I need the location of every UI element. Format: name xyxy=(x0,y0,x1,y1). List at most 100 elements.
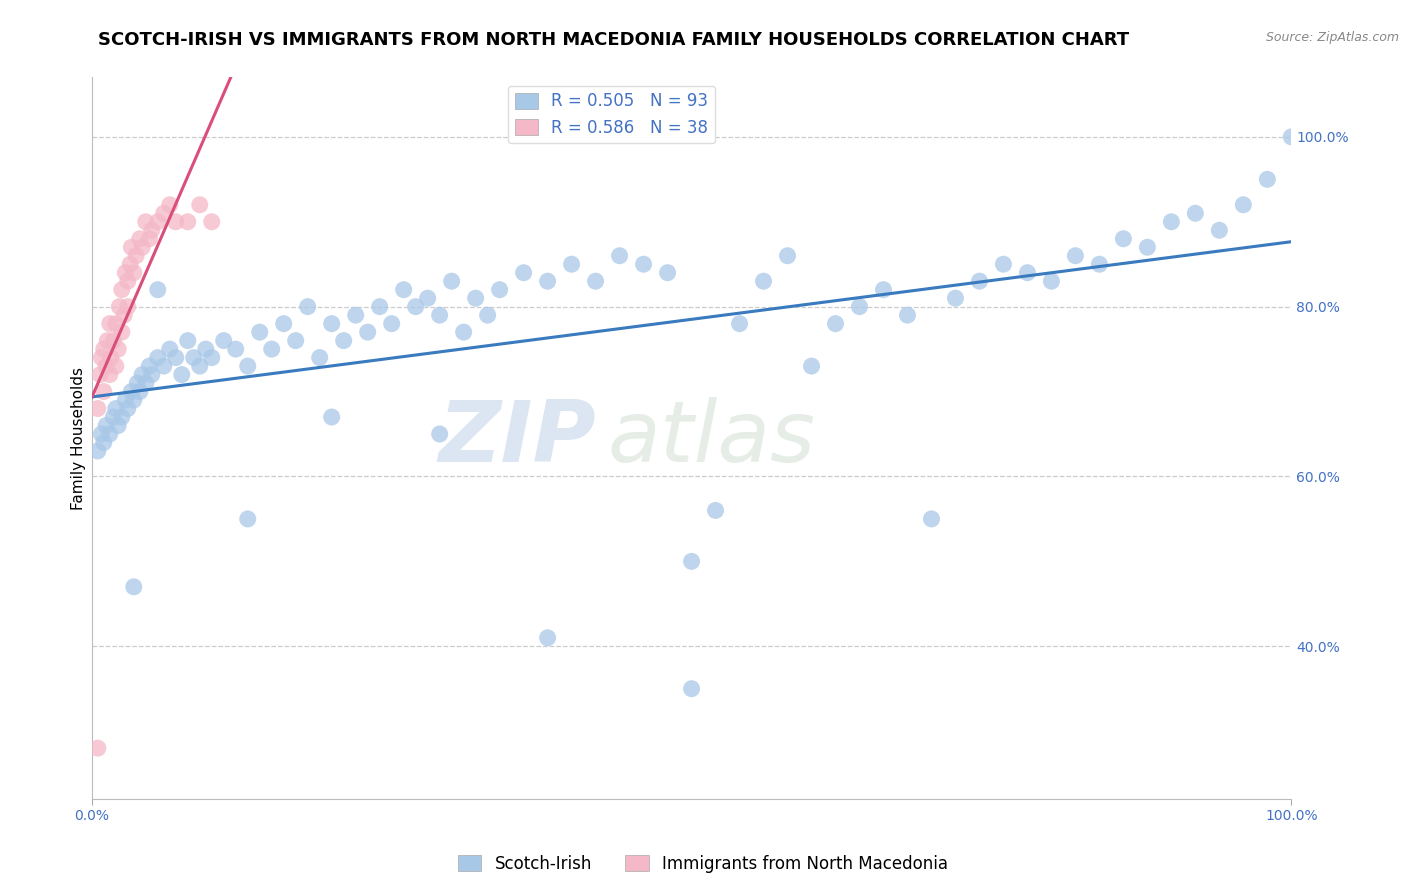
Point xyxy=(1017,266,1039,280)
Point xyxy=(585,274,607,288)
Point xyxy=(1112,232,1135,246)
Point xyxy=(633,257,655,271)
Point xyxy=(1064,249,1087,263)
Point xyxy=(1279,129,1302,144)
Point xyxy=(152,206,174,220)
Point xyxy=(120,240,142,254)
Point xyxy=(98,317,121,331)
Point xyxy=(1136,240,1159,254)
Point xyxy=(141,368,163,382)
Point xyxy=(993,257,1015,271)
Point xyxy=(120,257,142,271)
Point xyxy=(657,266,679,280)
Point xyxy=(536,631,558,645)
Point xyxy=(464,291,486,305)
Point xyxy=(188,198,211,212)
Point xyxy=(146,283,169,297)
Point xyxy=(104,359,127,373)
Point xyxy=(96,334,118,348)
Point xyxy=(212,334,235,348)
Point xyxy=(111,283,134,297)
Point xyxy=(103,334,125,348)
Point xyxy=(273,317,295,331)
Y-axis label: Family Households: Family Households xyxy=(72,367,86,509)
Point xyxy=(89,368,111,382)
Point xyxy=(159,342,181,356)
Point xyxy=(1208,223,1230,237)
Point xyxy=(131,240,153,254)
Point xyxy=(1040,274,1063,288)
Point xyxy=(188,359,211,373)
Point xyxy=(260,342,283,356)
Point xyxy=(135,215,157,229)
Point xyxy=(681,681,703,696)
Point xyxy=(114,392,136,407)
Point xyxy=(170,368,193,382)
Point xyxy=(800,359,823,373)
Point xyxy=(440,274,463,288)
Point xyxy=(117,300,139,314)
Point xyxy=(146,351,169,365)
Point xyxy=(321,410,343,425)
Point xyxy=(98,368,121,382)
Point xyxy=(87,741,110,756)
Point xyxy=(104,401,127,416)
Point xyxy=(824,317,846,331)
Point xyxy=(681,554,703,568)
Point xyxy=(131,368,153,382)
Point xyxy=(344,308,367,322)
Point xyxy=(128,232,150,246)
Point xyxy=(477,308,499,322)
Point xyxy=(488,283,510,297)
Point xyxy=(93,342,115,356)
Point xyxy=(1232,198,1254,212)
Point xyxy=(96,418,118,433)
Point xyxy=(236,512,259,526)
Point xyxy=(90,427,112,442)
Point xyxy=(107,342,129,356)
Text: atlas: atlas xyxy=(607,397,815,480)
Point xyxy=(159,198,181,212)
Point xyxy=(104,317,127,331)
Point xyxy=(1088,257,1111,271)
Point xyxy=(93,435,115,450)
Point xyxy=(969,274,991,288)
Point xyxy=(98,427,121,442)
Point xyxy=(165,351,187,365)
Text: ZIP: ZIP xyxy=(439,397,596,480)
Point xyxy=(122,266,145,280)
Point xyxy=(152,359,174,373)
Point xyxy=(357,325,380,339)
Point xyxy=(1256,172,1278,186)
Point xyxy=(183,351,205,365)
Point xyxy=(332,334,354,348)
Point xyxy=(728,317,751,331)
Point xyxy=(177,334,200,348)
Point xyxy=(896,308,918,322)
Point xyxy=(117,274,139,288)
Point xyxy=(135,376,157,390)
Point xyxy=(368,300,391,314)
Text: SCOTCH-IRISH VS IMMIGRANTS FROM NORTH MACEDONIA FAMILY HOUSEHOLDS CORRELATION CH: SCOTCH-IRISH VS IMMIGRANTS FROM NORTH MA… xyxy=(98,31,1129,49)
Point xyxy=(416,291,439,305)
Point xyxy=(1160,215,1182,229)
Point xyxy=(429,427,451,442)
Point xyxy=(236,359,259,373)
Point xyxy=(453,325,475,339)
Point xyxy=(107,418,129,433)
Point xyxy=(93,384,115,399)
Point xyxy=(561,257,583,271)
Point xyxy=(103,410,125,425)
Point xyxy=(381,317,404,331)
Point xyxy=(512,266,534,280)
Point xyxy=(392,283,415,297)
Point xyxy=(194,342,217,356)
Point xyxy=(752,274,775,288)
Point xyxy=(177,215,200,229)
Point xyxy=(138,232,160,246)
Point xyxy=(96,359,118,373)
Point xyxy=(1184,206,1206,220)
Point xyxy=(872,283,894,297)
Point xyxy=(848,300,870,314)
Text: Source: ZipAtlas.com: Source: ZipAtlas.com xyxy=(1265,31,1399,45)
